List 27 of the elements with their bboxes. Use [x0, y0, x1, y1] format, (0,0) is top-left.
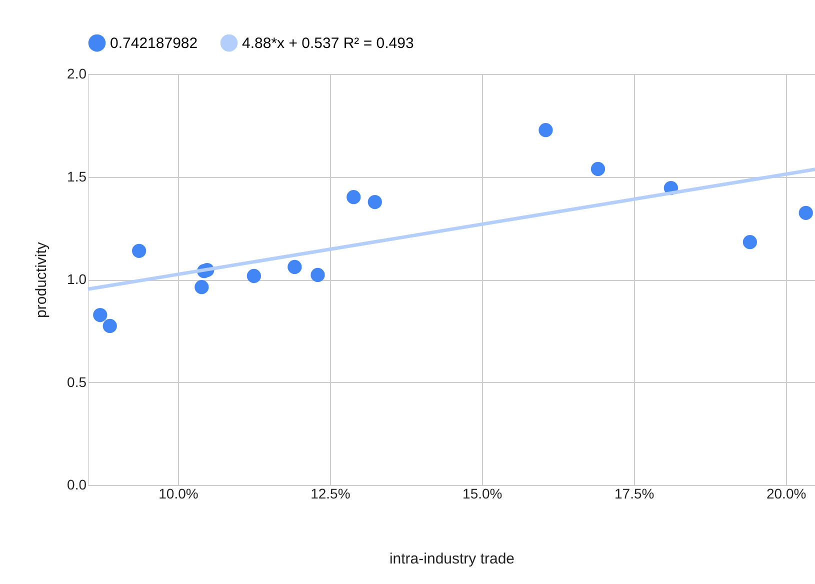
- point: [538, 123, 553, 138]
- point: [798, 206, 813, 220]
- point: [590, 162, 606, 176]
- y-axis-title: productivity: [33, 242, 50, 318]
- y-tick-label: 1.5: [67, 168, 87, 184]
- x-tick-label: 20.0%: [766, 486, 806, 502]
- y-tick-label: 0.0: [67, 476, 87, 492]
- point: [288, 260, 302, 274]
- point: [194, 280, 209, 294]
- point: [368, 194, 382, 210]
- x-tick-label: 17.5%: [614, 486, 654, 502]
- x-tick-label: 10.0%: [158, 486, 198, 502]
- y-tick-label: 1.0: [67, 271, 87, 287]
- x-tick-label: 12.5%: [310, 486, 350, 502]
- point: [93, 308, 108, 322]
- point: [742, 235, 758, 250]
- legend-label: 4.88*x + 0.537 R² = 0.493: [242, 35, 414, 52]
- y-tick-label: 0.5: [67, 374, 87, 390]
- point: [346, 190, 361, 204]
- legend-label: 0.742187982: [110, 35, 198, 52]
- point: [246, 268, 262, 284]
- point: [132, 244, 146, 258]
- y-tick-label: 2.0: [67, 66, 87, 82]
- x-axis-title: intra-industry trade: [389, 550, 515, 568]
- point: [310, 268, 325, 282]
- x-tick-label: 15.0%: [462, 486, 502, 502]
- point: [102, 318, 117, 333]
